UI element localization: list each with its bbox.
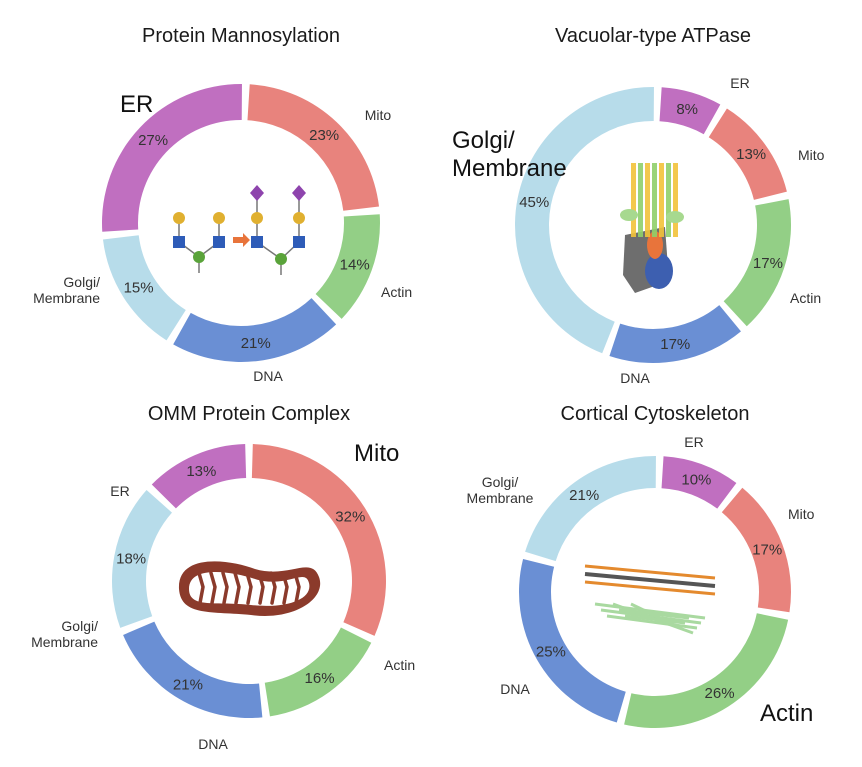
category-label: Mito bbox=[798, 147, 825, 163]
donut-slice-golgi-membrane bbox=[515, 87, 654, 354]
donut-chart-vacuolar-type-atpase: Vacuolar-type ATPase 8% ER 13% Mito 17% Actin 1… bbox=[452, 25, 825, 386]
donut-slice-actin bbox=[315, 214, 380, 319]
donut-slice-er bbox=[659, 87, 721, 135]
donut-slice-mito bbox=[708, 108, 787, 200]
slice-value-label: 17% bbox=[753, 255, 783, 272]
category-label: Actin bbox=[790, 290, 821, 306]
donut-slice-er bbox=[661, 456, 737, 509]
slice-value-label: 21% bbox=[241, 335, 271, 352]
category-label: Mito bbox=[365, 107, 392, 123]
slice-value-label: 21% bbox=[569, 487, 599, 504]
slice-value-label: 13% bbox=[186, 463, 216, 480]
slice-value-label: 21% bbox=[173, 676, 203, 693]
donut-slice-golgi-membrane bbox=[525, 456, 656, 562]
category-label: Actin bbox=[381, 284, 412, 300]
mitochondrion-icon bbox=[178, 561, 321, 617]
category-label: Golgi/Membrane bbox=[31, 618, 98, 650]
slice-value-label: 10% bbox=[681, 471, 711, 488]
slice-value-label: 26% bbox=[705, 685, 735, 702]
slice-value-label: 32% bbox=[335, 509, 365, 526]
donut-slice-mito bbox=[251, 444, 386, 636]
slice-value-label: 23% bbox=[309, 127, 339, 144]
donut-slice-dna bbox=[519, 559, 626, 723]
category-label-highlight: ER bbox=[120, 91, 153, 118]
category-label: ER bbox=[730, 75, 749, 91]
category-label-highlight: Golgi/Membrane bbox=[452, 127, 567, 182]
glycan-chain-icon bbox=[173, 185, 306, 275]
slice-value-label: 14% bbox=[340, 256, 370, 273]
donut-chart-omm-protein-complex: OMM Protein Complex 32% Mito 16% Actin 21% DNA… bbox=[31, 403, 415, 752]
membrane-actin-icon bbox=[584, 564, 716, 635]
slice-value-label: 18% bbox=[116, 551, 146, 568]
slice-value-label: 27% bbox=[138, 132, 168, 149]
category-label: ER bbox=[684, 434, 703, 450]
donut-slice-actin bbox=[624, 613, 789, 728]
slice-value-label: 17% bbox=[752, 542, 782, 559]
donut-chart-cortical-cytoskeleton: Cortical Cytoskeleton 10% ER 17% Mito 26% Acti… bbox=[467, 403, 815, 728]
category-label: ER bbox=[110, 483, 129, 499]
category-label: Actin bbox=[384, 657, 415, 673]
slice-value-label: 13% bbox=[736, 146, 766, 163]
donut-slice-er bbox=[102, 83, 242, 232]
donut-chart-protein-mannosylation: Protein Mannosylation 23% Mito 14% Actin 21% D… bbox=[33, 25, 412, 384]
category-label: Golgi/Membrane bbox=[467, 474, 534, 506]
chart-title: OMM Protein Complex bbox=[148, 403, 350, 425]
slice-value-label: 8% bbox=[676, 101, 698, 118]
chart-title: Protein Mannosylation bbox=[142, 25, 340, 47]
donut-slice-mito bbox=[247, 84, 380, 211]
category-label-highlight: Mito bbox=[354, 440, 399, 467]
donut-slice-dna bbox=[609, 305, 741, 363]
donut-slice-actin bbox=[723, 199, 792, 327]
chart-title: Cortical Cytoskeleton bbox=[561, 403, 750, 425]
category-label: DNA bbox=[198, 736, 228, 752]
donut-slice-mito bbox=[721, 487, 791, 613]
category-label: DNA bbox=[253, 368, 283, 384]
donut-slice-er bbox=[151, 444, 247, 509]
donut-slice-golgi-membrane bbox=[102, 235, 186, 341]
atpase-complex-icon bbox=[620, 163, 684, 293]
category-label-highlight: Actin bbox=[760, 700, 813, 727]
slice-value-label: 17% bbox=[660, 336, 690, 353]
donut-slice-dna bbox=[173, 298, 337, 362]
category-label: DNA bbox=[620, 370, 650, 386]
category-label: DNA bbox=[500, 681, 530, 697]
category-label: Golgi/Membrane bbox=[33, 274, 100, 306]
donut-slice-golgi-membrane bbox=[112, 490, 172, 628]
slice-value-label: 25% bbox=[536, 644, 566, 661]
chart-title: Vacuolar-type ATPase bbox=[555, 25, 751, 47]
category-label: Mito bbox=[788, 506, 815, 522]
slice-value-label: 45% bbox=[519, 194, 549, 211]
donut-slice-dna bbox=[123, 621, 263, 718]
slice-value-label: 16% bbox=[305, 670, 335, 687]
slice-value-label: 15% bbox=[124, 279, 154, 296]
donut-slice-actin bbox=[264, 627, 372, 717]
